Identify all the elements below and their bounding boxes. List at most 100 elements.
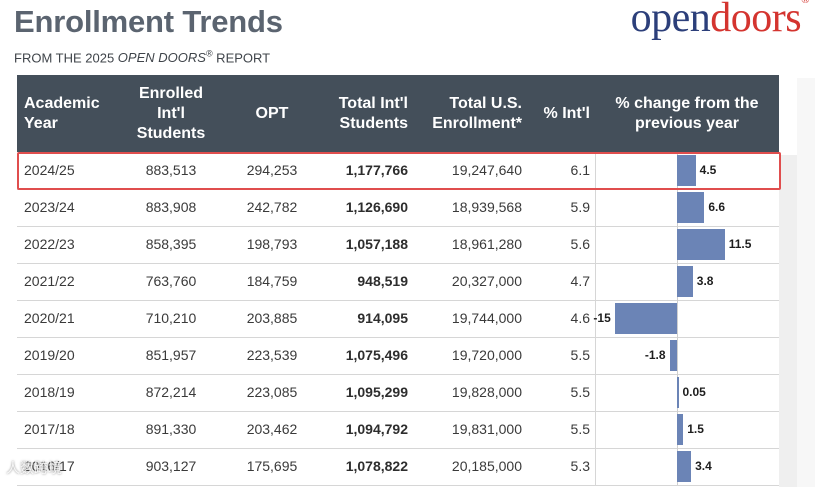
- change-label: 6.6: [708, 200, 726, 214]
- subtitle-suffix: REPORT: [212, 50, 271, 66]
- cell-year: 2024/25: [24, 162, 75, 178]
- chart-divider: [595, 152, 596, 189]
- change-bar-2024-25: [677, 155, 696, 186]
- change-label: 0.05: [682, 385, 706, 399]
- cell-enrolled: 851,957: [145, 347, 197, 363]
- cell-total-intl: 1,078,822: [345, 458, 408, 474]
- subtitle-prefix: FROM THE 2025: [14, 50, 118, 66]
- cell-pct: 5.9: [570, 199, 590, 215]
- page-title: Enrollment Trends: [14, 4, 283, 39]
- change-label: -15: [593, 311, 611, 325]
- cell-pct: 5.5: [570, 421, 590, 437]
- table-row: 2023/24 883,908 242,782 1,126,690 18,939,568…: [17, 189, 779, 227]
- table-header: Academic Year Enrolled Int'l Students OPT Tota…: [17, 75, 779, 152]
- change-bar-2023-24: [677, 192, 705, 223]
- change-bar-2017-18: [677, 414, 684, 445]
- cell-total-intl: 1,075,496: [345, 347, 408, 363]
- table-row: 2017/18 891,330 203,462 1,094,792 19,831,000…: [17, 411, 779, 449]
- cell-total-us: 18,961,280: [451, 236, 522, 252]
- header-total-us: Total U.S. Enrollment*: [432, 94, 522, 132]
- cell-total-us: 19,828,000: [451, 384, 522, 400]
- table-row: 2020/21 710,210 203,885 914,095 19,744,000 4.…: [17, 300, 779, 338]
- cell-total-us: 18,939,568: [451, 199, 522, 215]
- cell-enrolled: 710,210: [145, 310, 197, 326]
- watermark: 人数跨境: [6, 460, 62, 476]
- cell-enrolled: 903,127: [145, 458, 197, 474]
- cell-opt: 203,462: [246, 421, 298, 437]
- chart-divider: [595, 189, 596, 226]
- cell-pct: 5.5: [570, 384, 590, 400]
- cell-year: 2017/18: [24, 421, 75, 437]
- cell-total-intl: 948,519: [357, 273, 408, 289]
- table-row: 2022/23 858,395 198,793 1,057,188 18,961,280…: [17, 226, 779, 264]
- table-row: 2016/17 903,127 175,695 1,078,822 20,185,000…: [17, 448, 779, 486]
- chart-divider: [595, 337, 596, 374]
- cell-total-us: 19,831,000: [451, 421, 522, 437]
- chart-divider: [595, 263, 596, 300]
- table-row: 2021/22 763,760 184,759 948,519 20,327,000 4.…: [17, 263, 779, 301]
- cell-enrolled: 883,513: [145, 162, 197, 178]
- change-label: -1.8: [644, 348, 666, 362]
- header-change: % change from the previous year: [615, 94, 759, 132]
- subtitle-brand: OPEN DOORS®: [117, 49, 213, 66]
- header-total-intl: Total Int'l Students: [338, 94, 408, 132]
- cell-total-intl: 1,095,299: [345, 384, 408, 400]
- cell-total-intl: 1,057,188: [345, 236, 408, 252]
- chart-divider: [595, 300, 596, 337]
- table-row: 2018/19 872,214 223,085 1,095,299 19,828,000…: [17, 374, 779, 412]
- cell-opt: 223,085: [246, 384, 298, 400]
- cell-pct: 4.7: [570, 273, 590, 289]
- change-bar-2016-17: [677, 451, 692, 482]
- change-label: 3.8: [696, 274, 714, 288]
- header-year: Academic Year: [24, 94, 100, 132]
- change-bar-2022-23: [677, 229, 725, 260]
- cell-opt: 203,885: [246, 310, 298, 326]
- table-row: 2019/20 851,957 223,539 1,075,496 19,720,000…: [17, 337, 779, 375]
- change-label: 4.5: [699, 163, 717, 177]
- cell-total-us: 19,247,640: [451, 162, 522, 178]
- chart-zero-line: [677, 300, 678, 337]
- cell-total-intl: 914,095: [357, 310, 408, 326]
- change-label: 3.4: [695, 459, 712, 473]
- table-row: 2024/25 883,513 294,253 1,177,766 19,247,640…: [17, 152, 779, 190]
- cell-pct: 5.3: [570, 458, 590, 474]
- cell-total-intl: 1,177,766: [345, 162, 408, 178]
- cell-enrolled: 883,908: [145, 199, 197, 215]
- chart-divider: [595, 226, 596, 263]
- cell-total-us: 19,720,000: [451, 347, 522, 363]
- cell-total-us: 19,744,000: [451, 310, 522, 326]
- cell-opt: 198,793: [246, 236, 298, 252]
- cell-pct: 5.5: [570, 347, 590, 363]
- right-background-strip: [779, 155, 797, 487]
- cell-year: 2022/23: [24, 236, 75, 252]
- cell-pct: 4.6: [570, 310, 590, 326]
- cell-opt: 294,253: [246, 162, 298, 178]
- chart-divider: [595, 411, 596, 448]
- cell-opt: 223,539: [246, 347, 298, 363]
- cell-opt: 242,782: [246, 199, 298, 215]
- chart-divider: [595, 448, 596, 485]
- cell-total-us: 20,327,000: [451, 273, 522, 289]
- cell-year: 2023/24: [24, 199, 75, 215]
- cell-total-us: 20,185,000: [451, 458, 522, 474]
- opendoors-logo: opendoors®: [630, 0, 810, 41]
- cell-total-intl: 1,126,690: [345, 199, 408, 215]
- cell-year: 2020/21: [24, 310, 75, 326]
- cell-enrolled: 763,760: [145, 273, 197, 289]
- cell-enrolled: 858,395: [145, 236, 197, 252]
- cell-year: 2016/17: [24, 458, 75, 474]
- chart-divider: [595, 374, 596, 411]
- cell-pct: 5.6: [570, 236, 590, 252]
- cell-pct: 6.1: [570, 162, 590, 178]
- change-bar-2018-19: [677, 377, 679, 408]
- cell-opt: 175,695: [246, 458, 298, 474]
- header-enrolled: Enrolled Int'l Students: [136, 84, 206, 142]
- header-opt: OPT: [255, 104, 289, 122]
- current-year-highlight: [17, 152, 781, 190]
- cell-enrolled: 872,214: [145, 384, 197, 400]
- right-background-band: [797, 78, 815, 487]
- page-subtitle: FROM THE 2025 OPEN DOORS® REPORT: [14, 49, 270, 65]
- cell-year: 2018/19: [24, 384, 75, 400]
- header-pct: % Int'l: [543, 104, 590, 122]
- cell-total-intl: 1,094,792: [345, 421, 408, 437]
